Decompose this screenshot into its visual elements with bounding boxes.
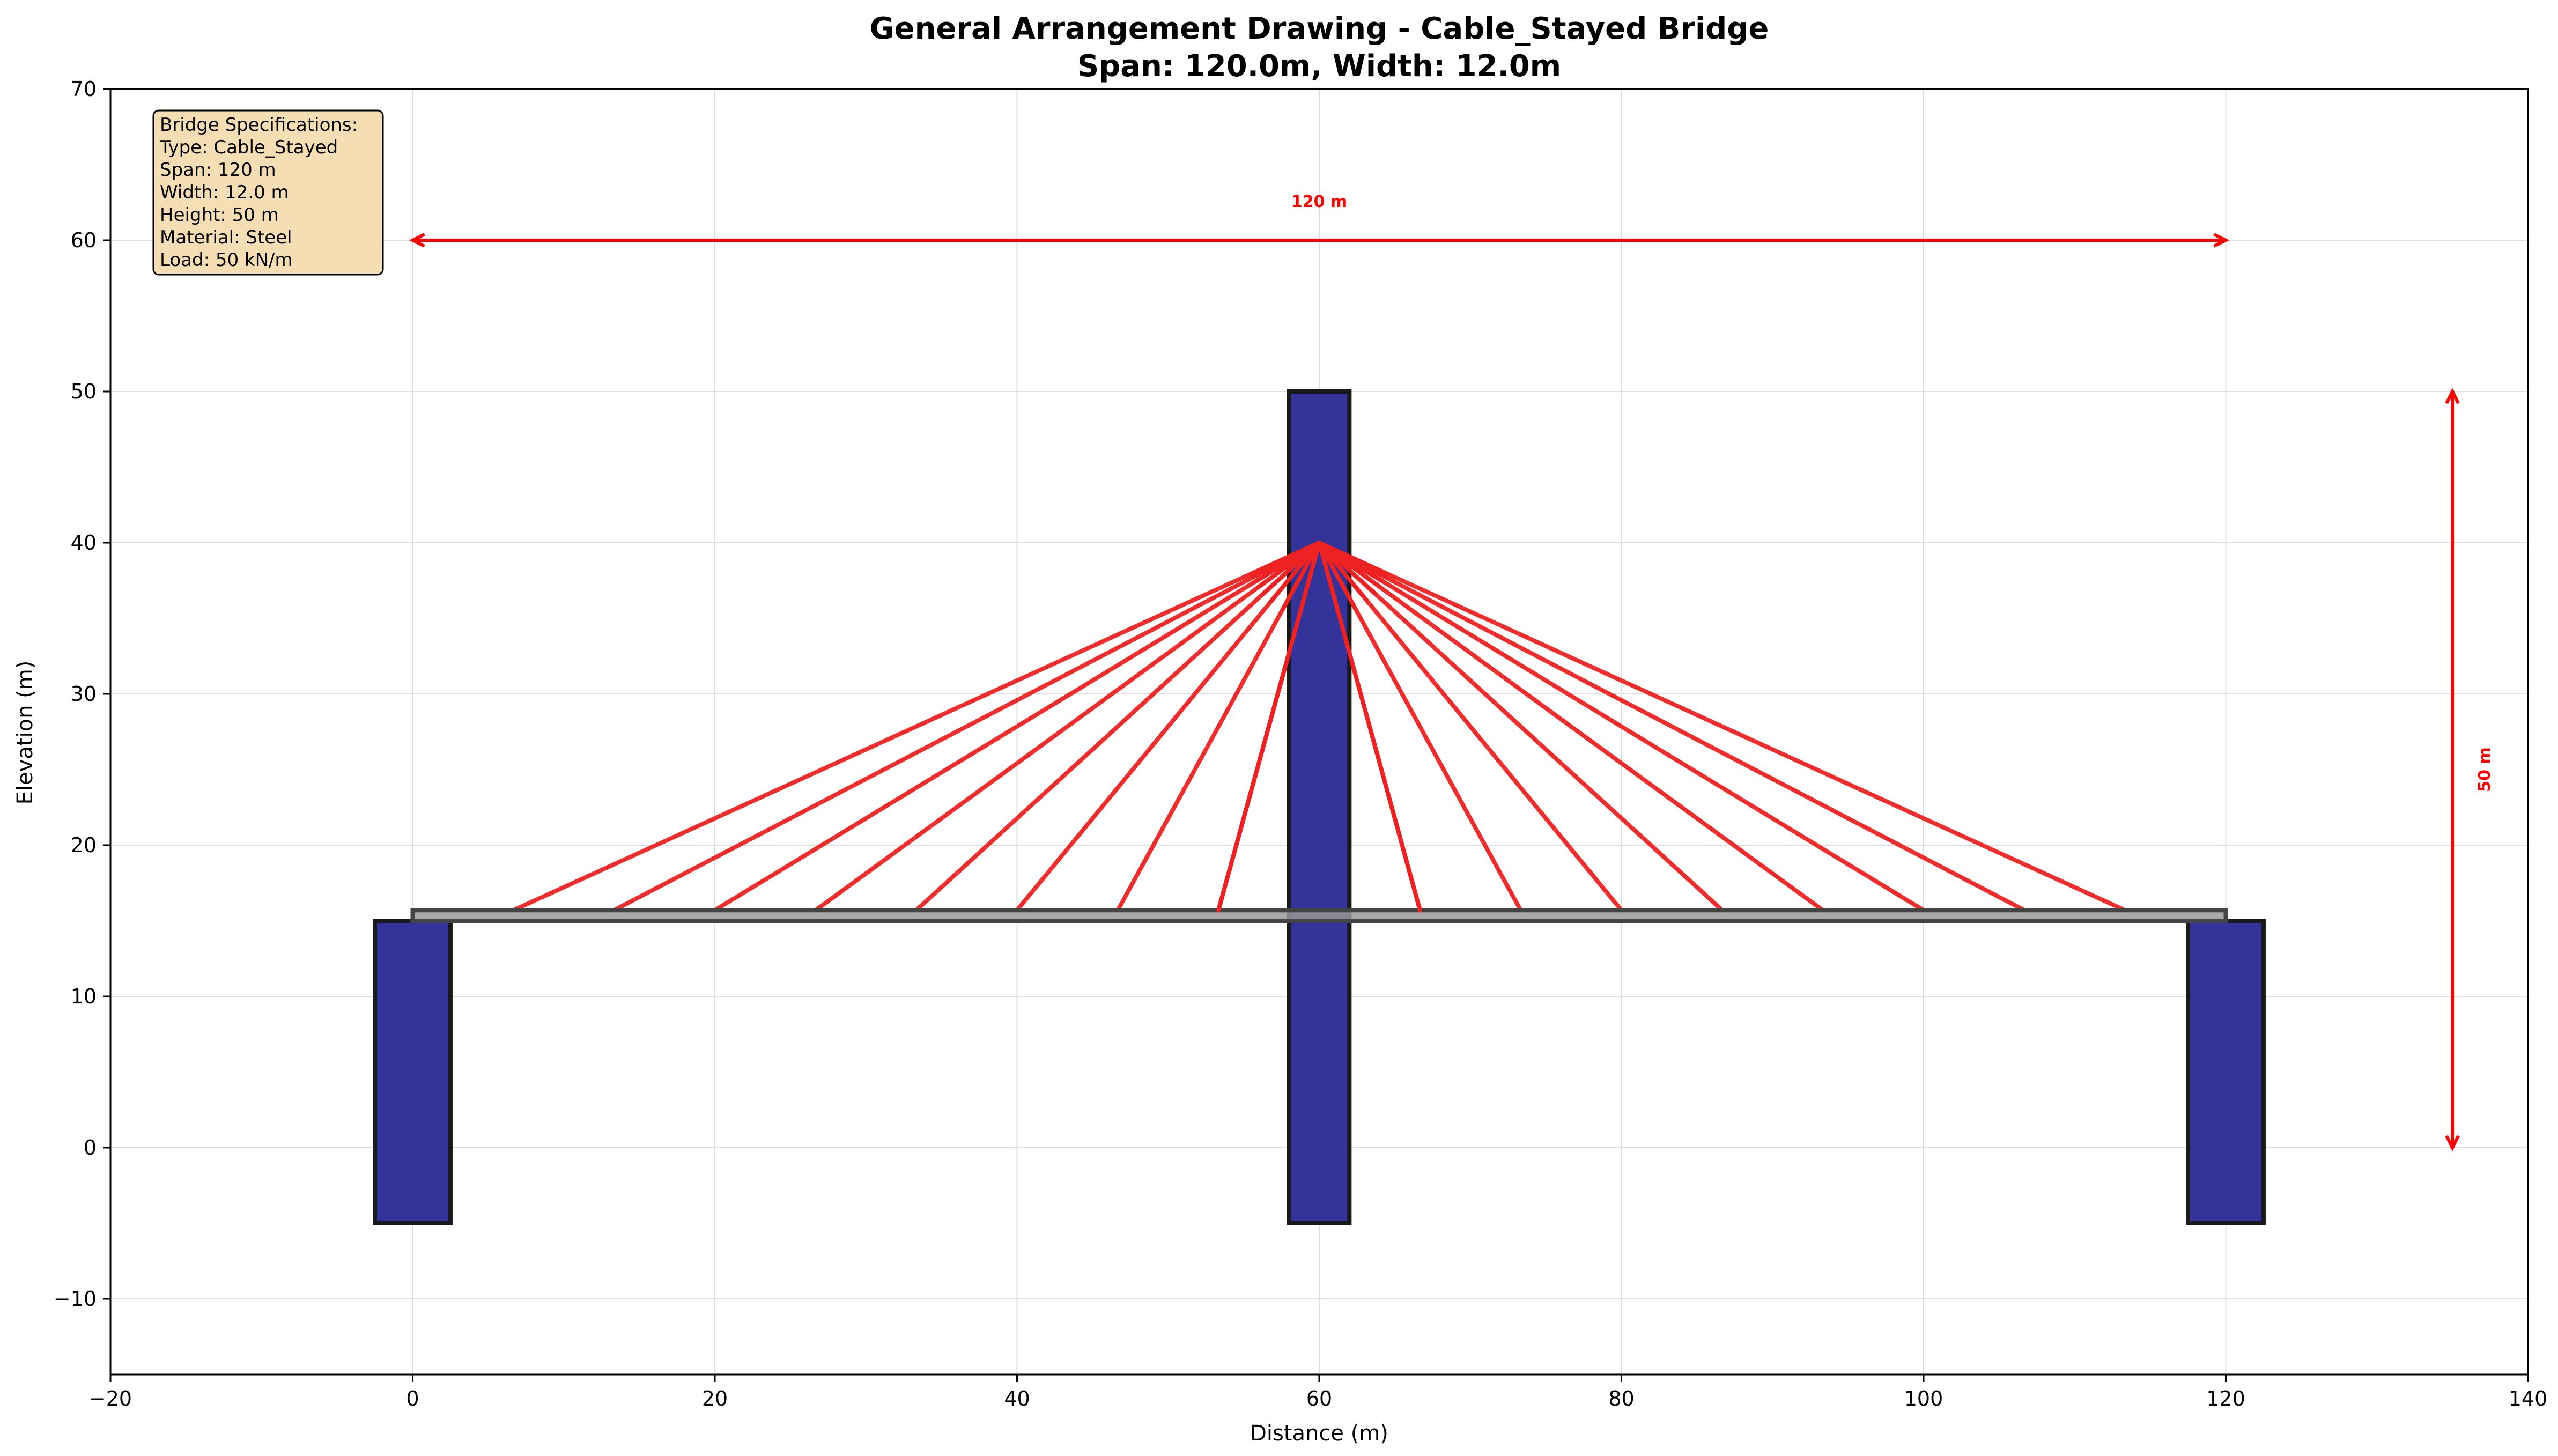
stay-cable xyxy=(1317,541,2027,913)
chart-title-line2: Span: 120.0m, Width: 12.0m xyxy=(1077,49,1561,84)
stay-cable xyxy=(612,541,1321,913)
stay-cable-top xyxy=(1317,541,1342,618)
specifications-heading: Bridge Specifications: xyxy=(160,114,358,136)
chart-title-line1: General Arrangement Drawing - Cable_Stay… xyxy=(870,11,1769,46)
y-tick-label: 50 xyxy=(71,380,97,403)
y-tick-label: 0 xyxy=(84,1136,97,1159)
span-arrow-head xyxy=(409,233,425,248)
height-dimension-label: 50 m xyxy=(2475,747,2494,792)
stay-cable xyxy=(1317,541,1926,913)
stay-cable xyxy=(914,541,1321,913)
specification-line: Type: Cable_Stayed xyxy=(159,137,338,158)
axes: −20 0 20 40 60 80 100 120 140 −10 0 10 20 30 40 50 60 70 xyxy=(54,77,2547,1410)
y-tick-label: 20 xyxy=(71,833,97,857)
stay-cable-top xyxy=(1281,541,1321,611)
span-dimension-label: 120 m xyxy=(1291,193,1347,211)
x-tick-label: 20 xyxy=(702,1387,728,1410)
specification-line: Width: 12.0 m xyxy=(160,182,289,203)
stay-cable xyxy=(1317,541,1725,913)
plot-elements: 120 m 50 m xyxy=(373,193,2494,1225)
abutment-pier xyxy=(373,919,453,1225)
stay-cable xyxy=(1317,541,2127,913)
y-tick-label: −10 xyxy=(54,1287,97,1311)
span-arrow-head xyxy=(2213,233,2230,248)
stay-cable xyxy=(1317,541,1825,913)
specification-line: Material: Steel xyxy=(160,227,292,248)
stay-cable-top xyxy=(1297,541,1321,618)
x-tick-label: 40 xyxy=(1004,1387,1030,1410)
stay-cable-top xyxy=(1317,541,1358,611)
x-tick-label: 0 xyxy=(406,1387,419,1410)
height-arrow-head xyxy=(2445,388,2460,404)
specification-line: Height: 50 m xyxy=(160,204,279,226)
y-tick-label: 30 xyxy=(71,682,97,706)
stay-cable xyxy=(713,541,1321,913)
stay-cable xyxy=(1015,541,1321,913)
x-tick-label: 100 xyxy=(1904,1387,1943,1410)
y-tick-label: 10 xyxy=(71,985,97,1008)
y-tick-label: 40 xyxy=(71,531,97,555)
pylon-tower xyxy=(1287,389,1352,1225)
stay-cable xyxy=(511,541,1321,913)
specification-line: Load: 50 kN/m xyxy=(160,249,293,271)
abutment-pier xyxy=(2186,919,2266,1225)
x-tick-label: 80 xyxy=(1608,1387,1634,1410)
x-tick-label: 60 xyxy=(1306,1387,1332,1410)
x-axis-label: Distance (m) xyxy=(1250,1421,1388,1446)
stay-cable xyxy=(1317,541,1624,913)
y-tick-label: 70 xyxy=(71,77,97,101)
stay-cable-top xyxy=(1317,541,1390,577)
stay-cable xyxy=(813,541,1321,913)
stay-cable-top xyxy=(1269,541,1321,603)
specification-line: Span: 120 m xyxy=(160,159,276,181)
bridge-deck xyxy=(410,908,2228,923)
specifications-box-background xyxy=(152,109,384,276)
specifications-box: Bridge Specifications: Type: Cable_Staye… xyxy=(152,109,384,276)
x-tick-label: 140 xyxy=(2509,1387,2548,1410)
y-tick-label: 60 xyxy=(71,228,97,252)
y-axis-label: Elevation (m) xyxy=(13,661,38,805)
x-tick-label: 120 xyxy=(2206,1387,2245,1410)
height-arrow-head xyxy=(2445,1135,2460,1151)
x-tick-label: −20 xyxy=(89,1387,132,1410)
